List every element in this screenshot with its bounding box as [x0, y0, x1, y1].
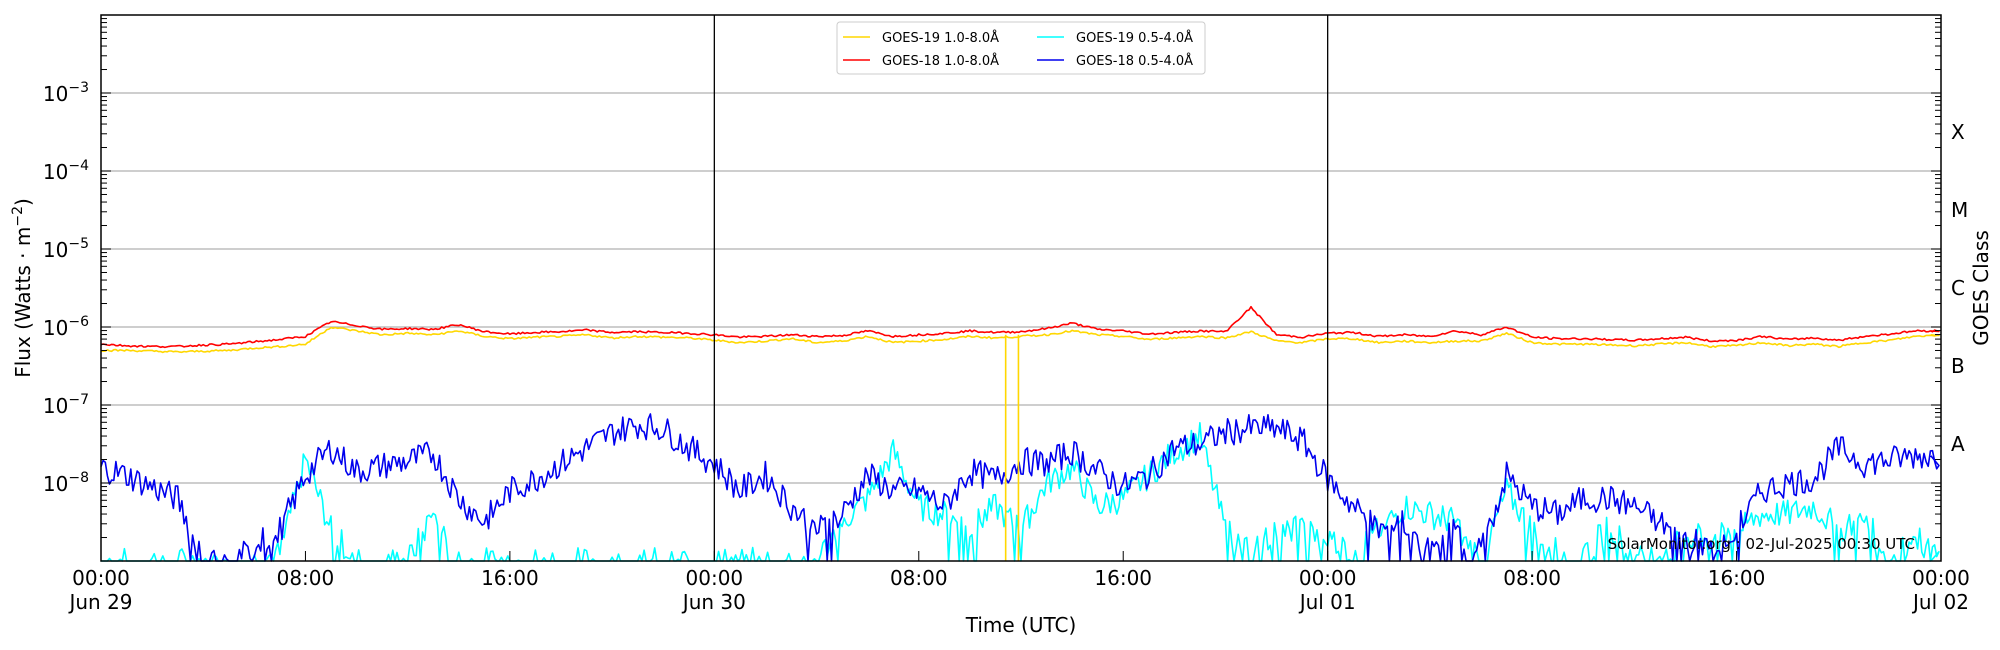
x-tick-label: 00:00	[72, 566, 130, 590]
legend: GOES-19 1.0-8.0Å GOES-19 0.5-4.0Å GOES-1…	[836, 21, 1206, 75]
day-separator-lines	[713, 15, 1329, 561]
x-tick-label: 08:00	[277, 566, 335, 590]
svg-text:GOES-19 0.5-4.0Å: GOES-19 0.5-4.0Å	[1076, 30, 1193, 46]
legend-item-goes18-long: GOES-18 1.0-8.0Å	[843, 53, 999, 69]
svg-text:GOES-18 0.5-4.0Å: GOES-18 0.5-4.0Å	[1076, 53, 1193, 69]
legend-box	[836, 21, 1206, 75]
legend-item-goes19-short: GOES-19 0.5-4.0Å	[1037, 30, 1193, 46]
x-tick-label: 08:00	[1503, 566, 1561, 590]
data-series	[100, 305, 1940, 562]
x-tick-label: 00:00	[1912, 566, 1970, 590]
x-tick-date: Jun 30	[681, 590, 746, 614]
x-tick-date: Jun 29	[67, 590, 132, 614]
series-line	[100, 305, 1940, 349]
goes-class-a: A	[1951, 432, 1965, 456]
watermark-annotation: SolarMonitor.org : 02-Jul-2025 00:30 UTC	[1608, 535, 1915, 553]
x-tick-label: 00:00	[686, 566, 744, 590]
x-tick-label: 16:00	[481, 566, 539, 590]
y-axis-title: Flux (Watts · m−2)	[10, 198, 35, 378]
horizontal-gridlines	[101, 92, 1941, 484]
y-tick-label: 10−6	[43, 314, 89, 340]
x-tick-label: 16:00	[1708, 566, 1766, 590]
svg-text:GOES-18 1.0-8.0Å: GOES-18 1.0-8.0Å	[882, 53, 999, 69]
goes-class-m: M	[1951, 198, 1968, 222]
series-line	[101, 326, 1940, 354]
goes-class-c: C	[1951, 276, 1965, 300]
y-tick-label: 10−7	[43, 392, 89, 418]
svg-text:GOES-19 1.0-8.0Å: GOES-19 1.0-8.0Å	[882, 30, 999, 46]
y-axis-ticks: 10−3 10−4 10−5 10−6 10−7 10−8	[43, 18, 1941, 562]
x-tick-label: 16:00	[1094, 566, 1152, 590]
goes-class-labels: X M C B A	[1951, 120, 1968, 456]
goes-class-b: B	[1951, 354, 1965, 378]
x-tick-label: 00:00	[1299, 566, 1357, 590]
y-tick-label: 10−8	[43, 470, 89, 496]
legend-item-goes18-short: GOES-18 0.5-4.0Å	[1037, 53, 1193, 69]
y-tick-label: 10−3	[43, 80, 89, 106]
y-tick-label: 10−4	[43, 158, 89, 184]
y2-axis-title: GOES Class	[1969, 230, 1993, 346]
goes-class-x: X	[1951, 120, 1965, 144]
legend-item-goes19-long: GOES-19 1.0-8.0Å	[843, 30, 999, 46]
y-tick-label: 10−5	[43, 236, 89, 262]
x-tick-label: 08:00	[890, 566, 948, 590]
plot-frame	[100, 14, 1942, 562]
x-axis-title: Time (UTC)	[965, 613, 1077, 637]
x-tick-date: Jul 02	[1911, 590, 1969, 614]
series-line	[100, 413, 1940, 562]
x-tick-date: Jul 01	[1298, 590, 1356, 614]
